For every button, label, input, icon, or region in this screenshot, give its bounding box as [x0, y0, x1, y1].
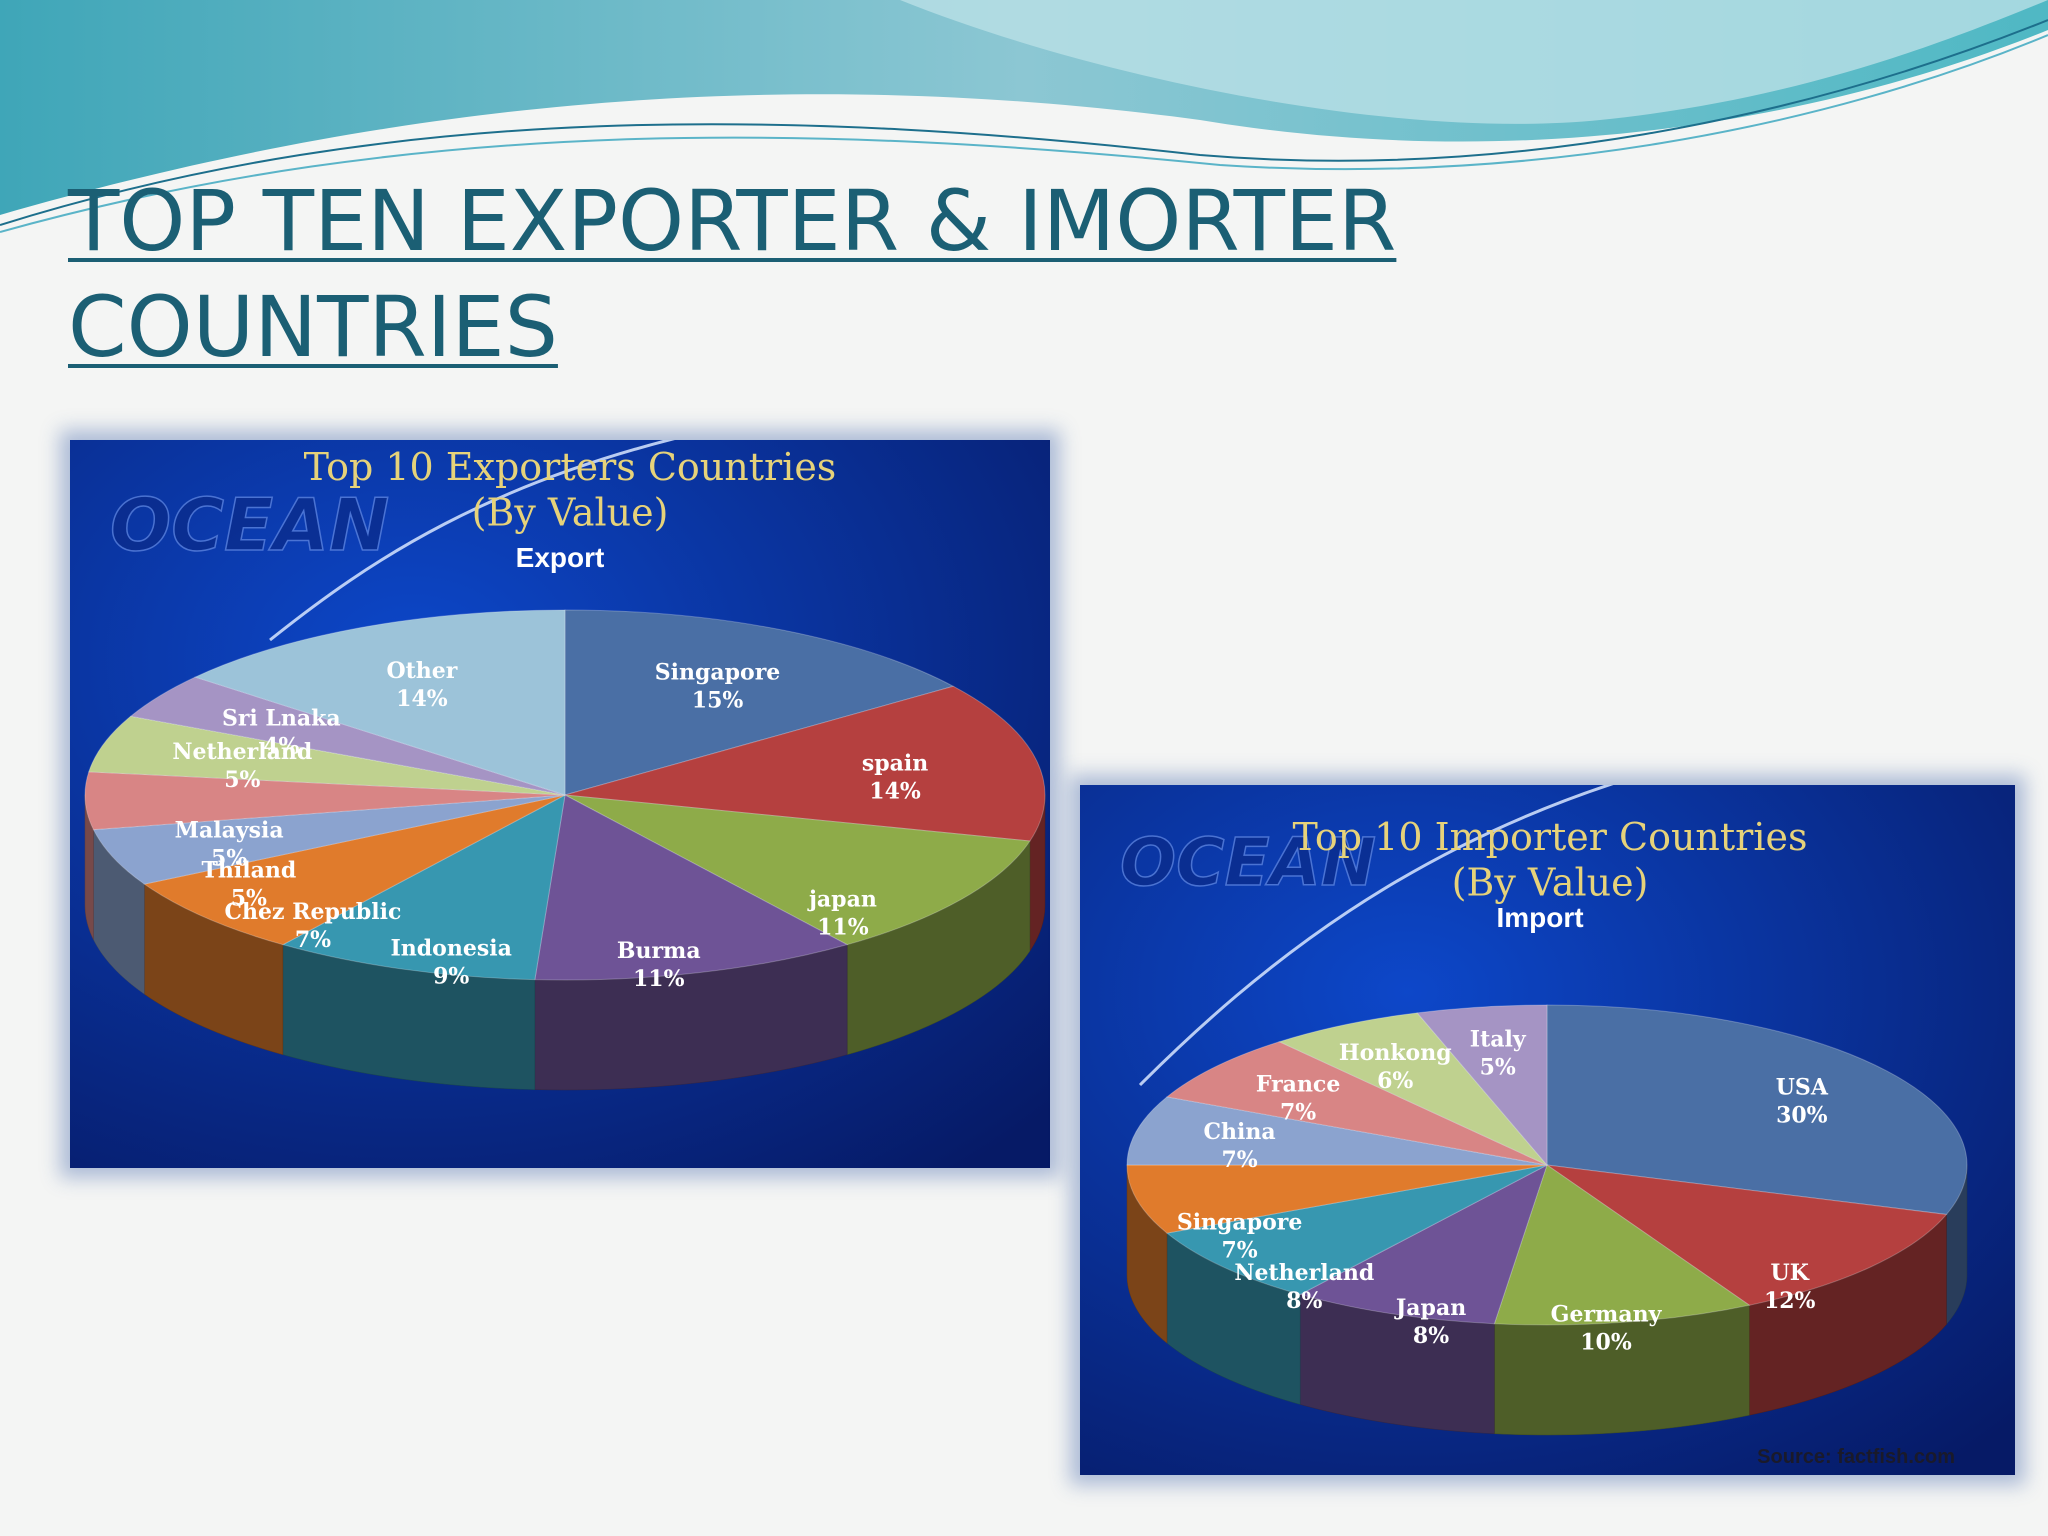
- swoosh-decoration: [1138, 785, 1614, 1087]
- pie-sides: [1126, 1164, 1968, 1436]
- pie-labels: Singapore15%spain14%japan11%Burma11%Indo…: [172, 658, 928, 992]
- slice-label-japan: Japan: [1394, 1295, 1466, 1321]
- slice-value-indonesia: 9%: [433, 963, 469, 989]
- slice-label-netherland: Netherland: [172, 739, 312, 765]
- slice-label-china: China: [1204, 1119, 1276, 1145]
- import-chart-panel: OCEAN Top 10 Importer Countries (By Value)…: [1080, 785, 2015, 1475]
- slice-value-italy: 5%: [1480, 1054, 1516, 1080]
- chart-title: Top 10 Importer Countries: [1292, 815, 1807, 859]
- slice-label-netherland: Netherland: [1234, 1260, 1374, 1286]
- slice-label-france: France: [1256, 1071, 1340, 1097]
- slice-value-uk: 12%: [1764, 1288, 1816, 1314]
- header-wave-decoration: [0, 0, 2048, 233]
- pie-top: [84, 609, 1046, 981]
- pie-slice-thiland: [92, 794, 566, 885]
- slide-title: TOP TEN EXPORTER & IMORTER COUNTRIES: [68, 172, 1397, 376]
- slice-label-malaysia: Malaysia: [175, 818, 284, 844]
- pie-slice-singapore: [564, 609, 955, 796]
- slice-value-germany: 10%: [1580, 1329, 1632, 1355]
- chart-source: Source: factfish.com: [1757, 1446, 1955, 1468]
- pie-slice-spain: [564, 685, 1046, 842]
- pie-slice-netherland: [88, 715, 566, 796]
- pie-slice-france: [1165, 1041, 1548, 1166]
- slice-label-singapore: Singapore: [655, 660, 781, 686]
- pie-slice-italy: [1416, 1004, 1548, 1167]
- slice-value-netherland: 5%: [224, 767, 260, 793]
- pie-slice-germany: [1493, 1164, 1751, 1326]
- slice-label-japan: japan: [807, 886, 877, 912]
- chart-title: Top 10 Exporters Countries: [304, 445, 837, 489]
- pie-slice-malaysia: [84, 771, 566, 831]
- slice-label-sri-lnaka: Sri Lnaka: [222, 706, 341, 732]
- slice-value-honkong: 6%: [1377, 1068, 1413, 1094]
- slice-value-france: 7%: [1280, 1099, 1316, 1125]
- pie-slice-honkong: [1277, 1012, 1548, 1166]
- slice-label-burma: Burma: [617, 938, 701, 964]
- pie-slice-indonesia: [281, 794, 566, 981]
- slice-label-uk: UK: [1771, 1260, 1810, 1286]
- slice-label-singapore: Singapore: [1177, 1210, 1303, 1236]
- pie-labels: USA30%UK12%Germany10%Japan8%Netherland8%…: [1177, 1026, 1829, 1355]
- pie-slice-uk: [1546, 1164, 1948, 1306]
- slice-value-other: 14%: [396, 686, 448, 712]
- slice-label-usa: USA: [1776, 1074, 1829, 1100]
- slice-value-chez-republic: 7%: [295, 927, 331, 953]
- pie-sides: [84, 794, 1046, 1091]
- slice-label-indonesia: Indonesia: [391, 935, 512, 961]
- pie-slice-netherland: [1165, 1164, 1548, 1295]
- pie-slice-japan: [1298, 1163, 1548, 1325]
- slice-value-singapore: 15%: [692, 688, 744, 714]
- slice-value-burma: 11%: [633, 966, 685, 992]
- slice-value-spain: 14%: [869, 779, 921, 805]
- slice-value-sri-lnaka: 4%: [263, 734, 299, 760]
- pie-slice-singapore: [1126, 1164, 1548, 1234]
- pie-slice-other: [193, 609, 566, 796]
- slice-value-china: 7%: [1221, 1147, 1257, 1173]
- export-chart-panel: OCEAN Top 10 Exporters Countries (By Value…: [70, 440, 1050, 1168]
- pie-top: [1126, 1004, 1968, 1326]
- slice-value-japan: 8%: [1413, 1323, 1449, 1349]
- slice-label-other: Other: [386, 658, 457, 684]
- swoosh-decoration: [269, 440, 676, 642]
- slice-value-japan: 11%: [817, 914, 869, 940]
- slice-value-netherland: 8%: [1286, 1288, 1322, 1314]
- pie-slice-burma: [534, 794, 849, 981]
- pie-slice-usa: [1546, 1004, 1968, 1215]
- slice-value-singapore: 7%: [1221, 1238, 1257, 1264]
- slice-value-malaysia: 5%: [211, 846, 247, 872]
- chart-subtitle: Export: [516, 542, 605, 573]
- slice-label-honkong: Honkong: [1339, 1040, 1452, 1066]
- pie-slice-china: [1126, 1096, 1548, 1166]
- chart-title-line2: (By Value): [472, 491, 669, 535]
- pie-slice-japan: [564, 794, 1031, 946]
- slice-label-spain: spain: [862, 751, 928, 777]
- chart-title-line2: (By Value): [1452, 861, 1649, 905]
- slice-label-italy: Italy: [1470, 1026, 1527, 1052]
- pie-slice-chez-republic: [143, 794, 566, 946]
- ocean-watermark: OCEAN: [110, 483, 389, 567]
- slice-value-usa: 30%: [1776, 1102, 1828, 1128]
- slice-label-thiland: Thiland: [202, 857, 297, 883]
- slice-label-chez-republic: Chez Republic: [225, 899, 402, 925]
- pie-slice-sri-lnaka: [129, 676, 566, 796]
- chart-subtitle: Import: [1496, 902, 1583, 933]
- slice-label-germany: Germany: [1551, 1301, 1663, 1327]
- slice-value-thiland: 5%: [231, 885, 267, 911]
- ocean-watermark: OCEAN: [1120, 824, 1376, 901]
